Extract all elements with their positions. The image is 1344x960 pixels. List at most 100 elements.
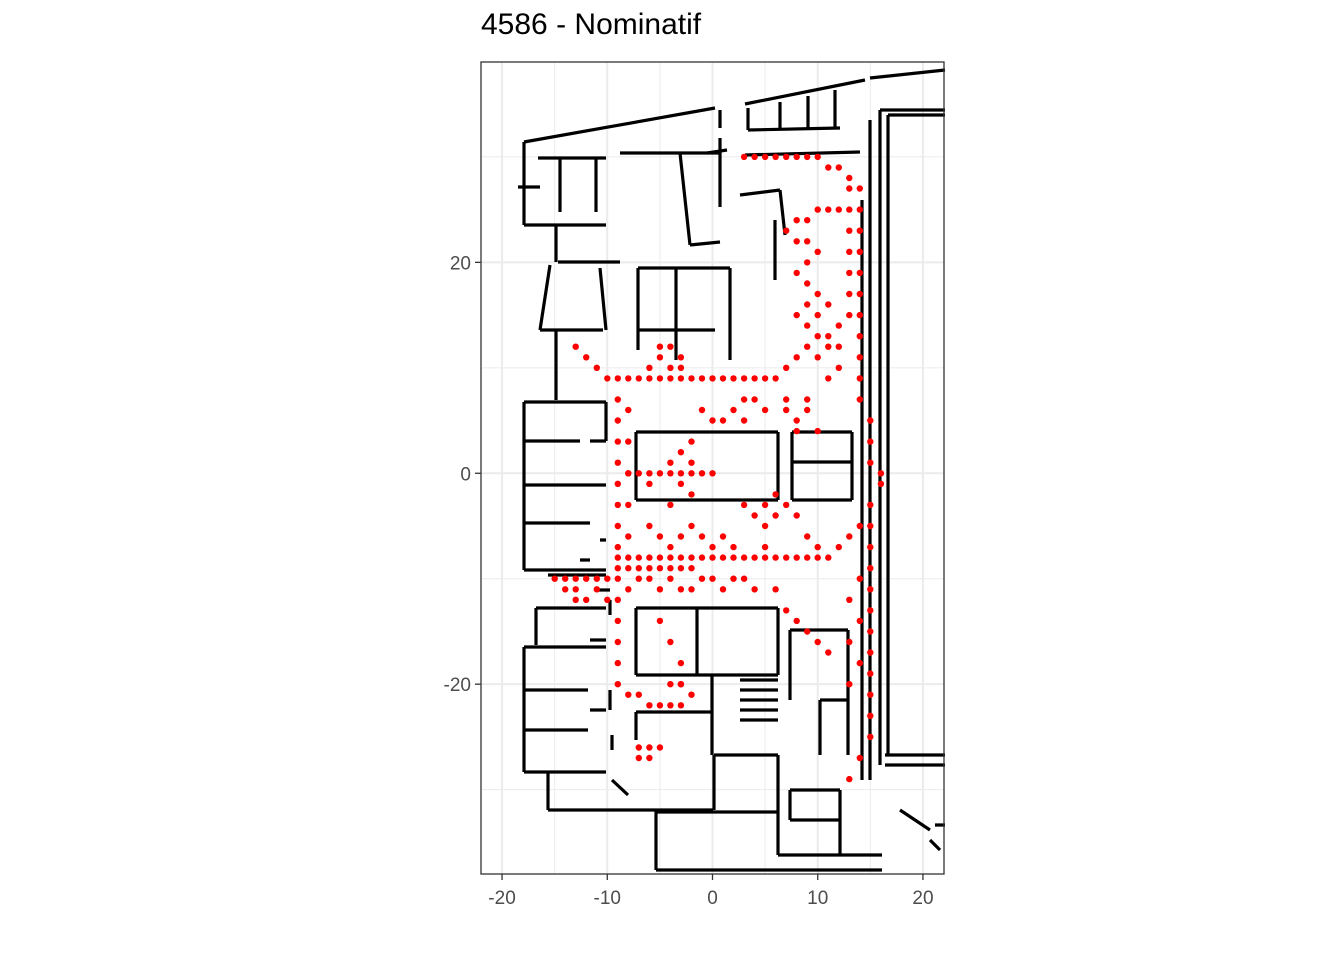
trajectory-point — [709, 554, 716, 561]
trajectory-point — [740, 417, 748, 424]
trajectory-point — [625, 691, 632, 698]
trajectory-point — [593, 586, 600, 593]
trajectory-point — [667, 554, 674, 561]
trajectory-point — [614, 375, 621, 382]
trajectory-point — [625, 470, 632, 477]
trajectory-point — [856, 269, 863, 277]
trajectory-point — [825, 375, 832, 382]
trajectory-point — [625, 406, 632, 414]
trajectory-point — [635, 565, 642, 572]
trajectory-point — [856, 333, 863, 340]
trajectory-point — [856, 375, 863, 382]
trajectory-point — [593, 575, 600, 582]
trajectory-point — [783, 501, 790, 509]
trajectory-point — [614, 596, 621, 603]
trajectory-point — [667, 702, 674, 709]
trajectory-points — [551, 153, 885, 783]
trajectory-point — [656, 586, 664, 593]
trajectory-point — [793, 617, 800, 625]
trajectory-point — [804, 280, 811, 287]
trajectory-point — [846, 311, 853, 319]
trajectory-point — [835, 343, 842, 350]
trajectory-point — [698, 554, 706, 561]
trajectory-point — [656, 533, 664, 540]
trajectory-point — [625, 375, 632, 382]
trajectory-point — [646, 554, 653, 561]
trajectory-point — [635, 470, 642, 477]
trajectory-point — [646, 375, 653, 382]
trajectory-point — [793, 269, 800, 277]
trajectory-point — [656, 617, 664, 625]
trajectory-point — [783, 607, 790, 614]
y-tick-label: -20 — [444, 675, 471, 696]
trajectory-point — [719, 586, 727, 593]
trajectory-point — [793, 238, 800, 245]
trajectory-point — [614, 480, 621, 487]
trajectory-point — [846, 185, 853, 192]
trajectory-point — [846, 174, 853, 182]
trajectory-point — [667, 470, 674, 477]
x-tick-label: 10 — [807, 888, 828, 909]
trajectory-point — [761, 153, 769, 161]
trajectory-point — [793, 354, 800, 361]
trajectory-point — [730, 575, 737, 582]
x-tick-label: -10 — [594, 888, 621, 909]
trajectory-point — [709, 575, 716, 582]
trajectory-point — [614, 575, 621, 582]
trajectory-point — [814, 427, 821, 435]
x-tick-label: 0 — [707, 888, 718, 909]
trajectory-point — [646, 575, 653, 582]
trajectory-point — [751, 375, 758, 382]
trajectory-point — [846, 269, 853, 277]
trajectory-point — [646, 364, 653, 371]
trajectory-point — [846, 290, 853, 298]
trajectory-point — [804, 406, 811, 414]
trajectory-point — [814, 206, 821, 213]
trajectory-point — [677, 354, 685, 361]
trajectory-point — [625, 565, 632, 572]
trajectory-point — [688, 459, 695, 466]
trajectory-point — [856, 227, 863, 234]
trajectory-point — [709, 375, 716, 382]
trajectory-point — [825, 333, 832, 340]
trajectory-point — [846, 775, 853, 783]
trajectory-point — [667, 638, 674, 646]
trajectory-point — [804, 396, 811, 403]
trajectory-point — [635, 375, 642, 382]
trajectory-point — [856, 522, 863, 530]
trajectory-point — [783, 396, 790, 403]
trajectory-point — [867, 649, 874, 656]
trajectory-point — [646, 470, 653, 477]
trajectory-point — [667, 575, 674, 582]
trajectory-point — [688, 438, 695, 445]
trajectory-point — [677, 533, 685, 540]
trajectory-point — [867, 438, 874, 445]
trajectory-point — [614, 396, 621, 403]
trajectory-point — [772, 375, 779, 382]
trajectory-point — [856, 185, 863, 192]
trajectory-point — [856, 659, 863, 667]
trajectory-point — [772, 512, 779, 519]
trajectory-point — [688, 470, 695, 477]
y-axis: -20 0 20 — [444, 253, 481, 696]
trajectory-point — [835, 364, 842, 371]
trajectory-point — [740, 153, 748, 161]
trajectory-point — [635, 744, 642, 751]
trajectory-point — [793, 217, 800, 224]
trajectory-point — [709, 470, 716, 477]
trajectory-point — [562, 586, 569, 593]
trajectory-point — [698, 533, 706, 540]
trajectory-point — [835, 543, 842, 551]
trajectory-point — [688, 491, 695, 498]
trajectory-point — [625, 586, 632, 593]
trajectory-point — [825, 206, 832, 213]
trajectory-point — [667, 565, 674, 572]
trajectory-point — [677, 480, 685, 487]
trajectory-point — [856, 206, 863, 213]
trajectory-point — [867, 607, 874, 614]
trajectory-point — [688, 691, 695, 698]
trajectory-point — [656, 470, 664, 477]
trajectory-point — [709, 417, 716, 424]
trajectory-point — [814, 554, 821, 561]
trajectory-point — [835, 164, 842, 171]
